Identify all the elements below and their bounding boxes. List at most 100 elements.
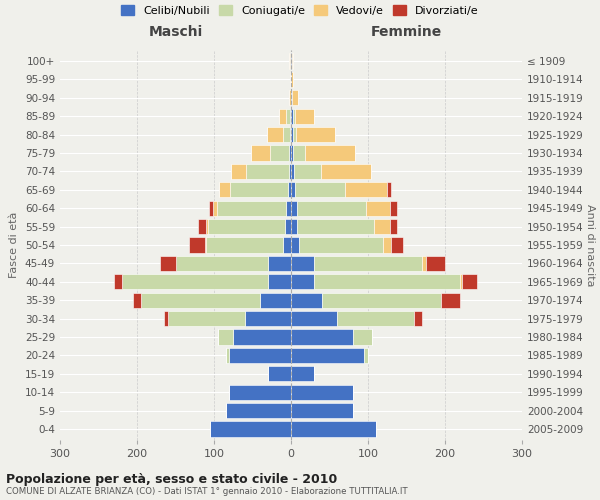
Bar bbox=[295, 182, 345, 198]
Bar bbox=[289, 54, 290, 68]
Bar bbox=[293, 108, 295, 124]
Bar bbox=[292, 54, 293, 68]
Bar bbox=[198, 219, 206, 234]
Bar bbox=[422, 256, 426, 271]
Bar bbox=[291, 422, 376, 436]
Bar bbox=[387, 182, 391, 198]
Bar bbox=[206, 238, 283, 252]
Bar bbox=[391, 238, 403, 252]
Bar bbox=[291, 403, 353, 418]
Bar bbox=[305, 146, 355, 160]
Bar bbox=[291, 219, 297, 234]
Bar bbox=[322, 292, 441, 308]
Bar bbox=[353, 330, 372, 344]
Bar bbox=[133, 292, 141, 308]
Bar bbox=[374, 219, 389, 234]
Bar bbox=[291, 146, 293, 160]
Bar bbox=[270, 146, 289, 160]
Bar bbox=[230, 182, 288, 198]
Bar bbox=[299, 238, 383, 252]
Bar bbox=[337, 311, 414, 326]
Bar bbox=[267, 127, 283, 142]
Bar bbox=[291, 72, 293, 87]
Bar bbox=[291, 182, 295, 198]
Bar bbox=[291, 384, 353, 400]
Bar bbox=[260, 292, 291, 308]
Bar bbox=[226, 403, 291, 418]
Bar bbox=[291, 274, 314, 289]
Bar bbox=[291, 330, 353, 344]
Bar bbox=[291, 90, 292, 106]
Text: Femmine: Femmine bbox=[371, 25, 442, 39]
Bar bbox=[114, 274, 122, 289]
Bar bbox=[286, 200, 291, 216]
Bar bbox=[367, 200, 389, 216]
Bar bbox=[289, 90, 291, 106]
Bar bbox=[268, 256, 291, 271]
Bar bbox=[268, 274, 291, 289]
Bar bbox=[321, 164, 371, 179]
Bar bbox=[286, 108, 290, 124]
Bar bbox=[460, 274, 462, 289]
Bar bbox=[289, 164, 291, 179]
Bar bbox=[233, 330, 291, 344]
Bar bbox=[297, 219, 374, 234]
Bar bbox=[210, 422, 291, 436]
Bar bbox=[290, 127, 291, 142]
Bar bbox=[175, 256, 268, 271]
Bar bbox=[168, 311, 245, 326]
Bar bbox=[229, 348, 291, 363]
Text: COMUNE DI ALZATE BRIANZA (CO) - Dati ISTAT 1° gennaio 2010 - Elaborazione TUTTIT: COMUNE DI ALZATE BRIANZA (CO) - Dati IST… bbox=[6, 488, 407, 496]
Bar bbox=[441, 292, 460, 308]
Bar bbox=[160, 256, 176, 271]
Bar bbox=[251, 146, 270, 160]
Bar bbox=[291, 292, 322, 308]
Bar bbox=[226, 348, 229, 363]
Bar bbox=[278, 108, 286, 124]
Bar bbox=[389, 219, 397, 234]
Bar bbox=[290, 72, 291, 87]
Bar bbox=[247, 164, 289, 179]
Bar bbox=[314, 274, 460, 289]
Bar bbox=[213, 200, 217, 216]
Bar bbox=[245, 311, 291, 326]
Bar bbox=[291, 366, 314, 382]
Text: Maschi: Maschi bbox=[148, 25, 203, 39]
Bar bbox=[426, 256, 445, 271]
Bar bbox=[383, 238, 391, 252]
Bar bbox=[208, 219, 285, 234]
Bar bbox=[205, 238, 206, 252]
Bar bbox=[291, 108, 293, 124]
Bar bbox=[297, 200, 367, 216]
Bar bbox=[285, 219, 291, 234]
Bar bbox=[283, 127, 290, 142]
Bar bbox=[389, 200, 397, 216]
Bar bbox=[122, 274, 268, 289]
Y-axis label: Fasce di età: Fasce di età bbox=[10, 212, 19, 278]
Bar bbox=[291, 54, 292, 68]
Bar bbox=[345, 182, 387, 198]
Bar bbox=[164, 311, 168, 326]
Bar bbox=[314, 256, 422, 271]
Bar bbox=[283, 238, 291, 252]
Bar bbox=[288, 182, 291, 198]
Bar bbox=[291, 164, 294, 179]
Bar bbox=[291, 311, 337, 326]
Bar bbox=[292, 90, 298, 106]
Bar bbox=[296, 127, 335, 142]
Bar bbox=[190, 238, 205, 252]
Bar bbox=[229, 384, 291, 400]
Bar bbox=[295, 108, 314, 124]
Y-axis label: Anni di nascita: Anni di nascita bbox=[585, 204, 595, 286]
Bar bbox=[217, 200, 286, 216]
Bar bbox=[231, 164, 247, 179]
Bar bbox=[294, 164, 321, 179]
Bar bbox=[290, 54, 291, 68]
Bar bbox=[291, 348, 364, 363]
Bar bbox=[209, 200, 213, 216]
Bar bbox=[206, 219, 208, 234]
Bar bbox=[218, 330, 233, 344]
Bar bbox=[462, 274, 478, 289]
Bar bbox=[291, 256, 314, 271]
Legend: Celibi/Nubili, Coniugati/e, Vedovi/e, Divorziati/e: Celibi/Nubili, Coniugati/e, Vedovi/e, Di… bbox=[117, 0, 483, 20]
